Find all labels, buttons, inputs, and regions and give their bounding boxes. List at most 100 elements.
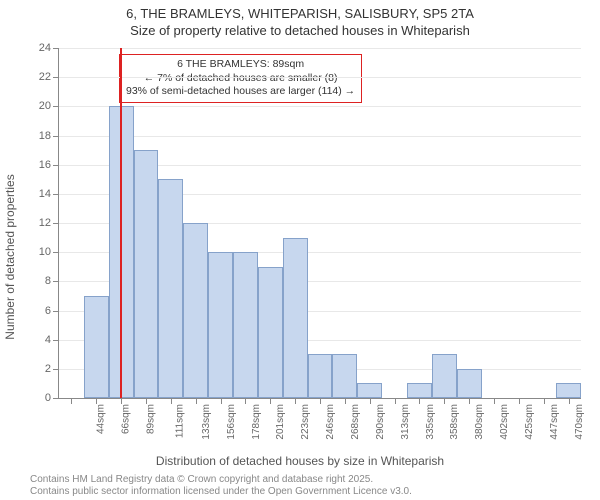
histogram-bar (258, 267, 283, 398)
histogram-bar (457, 369, 482, 398)
x-tick-label: 111sqm (175, 404, 186, 438)
x-tick (245, 398, 246, 404)
histogram-bar (357, 383, 382, 398)
x-tick-label: 425sqm (524, 404, 535, 440)
histogram-bar (283, 238, 308, 398)
histogram-bar (183, 223, 208, 398)
histogram-bar (233, 252, 258, 398)
histogram-bar (308, 354, 333, 398)
x-tick-label: 358sqm (450, 404, 461, 440)
x-tick (196, 398, 197, 404)
y-tick-label: 16 (39, 159, 51, 171)
x-tick (295, 398, 296, 404)
y-tick (53, 340, 59, 341)
x-tick (569, 398, 570, 404)
x-tick-label: 133sqm (201, 404, 212, 440)
x-tick-label: 89sqm (146, 404, 157, 434)
x-tick-label: 223sqm (300, 404, 311, 440)
chart-title-line2: Size of property relative to detached ho… (0, 21, 600, 38)
x-tick-label: 44sqm (96, 404, 107, 434)
y-tick-label: 4 (45, 334, 51, 346)
x-tick (71, 398, 72, 404)
x-tick-label: 268sqm (350, 404, 361, 440)
y-tick (53, 369, 59, 370)
histogram-bar (407, 383, 432, 398)
y-tick-label: 10 (39, 246, 51, 258)
y-tick (53, 252, 59, 253)
y-tick-label: 14 (39, 188, 51, 200)
x-tick-label: 290sqm (375, 404, 386, 440)
histogram-bar (84, 296, 109, 398)
y-tick-label: 24 (39, 42, 51, 54)
x-tick (469, 398, 470, 404)
x-tick-label: 402sqm (499, 404, 510, 440)
histogram-bar (556, 383, 581, 398)
x-tick-label: 246sqm (325, 404, 336, 440)
annotation-line2: ← 7% of detached houses are smaller (8) (126, 72, 355, 86)
y-tick (53, 106, 59, 107)
y-tick-label: 20 (39, 100, 51, 112)
y-tick-label: 18 (39, 130, 51, 142)
y-tick (53, 398, 59, 399)
x-tick-label: 313sqm (400, 404, 411, 440)
x-tick-label: 447sqm (549, 404, 560, 440)
x-tick-label: 470sqm (574, 404, 585, 440)
gridline (59, 136, 581, 137)
x-tick (519, 398, 520, 404)
y-tick (53, 77, 59, 78)
y-axis-label: Number of detached properties (3, 174, 17, 339)
x-tick (270, 398, 271, 404)
x-tick (146, 398, 147, 404)
x-tick (221, 398, 222, 404)
y-tick (53, 223, 59, 224)
chart-title-line1: 6, THE BRAMLEYS, WHITEPARISH, SALISBURY,… (0, 0, 600, 21)
x-axis-label: Distribution of detached houses by size … (0, 454, 600, 468)
y-tick-label: 6 (45, 305, 51, 317)
x-tick (395, 398, 396, 404)
y-tick-label: 12 (39, 217, 51, 229)
y-tick-label: 0 (45, 392, 51, 404)
x-tick-label: 156sqm (226, 404, 237, 440)
footer-line2: Contains public sector information licen… (30, 486, 412, 498)
chart-footer: Contains HM Land Registry data © Crown c… (30, 474, 412, 498)
plot-area: 6 THE BRAMLEYS: 89sqm ← 7% of detached h… (58, 48, 581, 399)
gridline (59, 48, 581, 49)
x-tick-label: 380sqm (474, 404, 485, 440)
y-tick (53, 281, 59, 282)
x-tick (494, 398, 495, 404)
y-tick (53, 194, 59, 195)
y-tick (53, 136, 59, 137)
x-tick (419, 398, 420, 404)
y-tick (53, 311, 59, 312)
chart-container: 6, THE BRAMLEYS, WHITEPARISH, SALISBURY,… (0, 0, 600, 500)
x-tick (320, 398, 321, 404)
histogram-bar (134, 150, 159, 398)
x-tick (444, 398, 445, 404)
x-tick (121, 398, 122, 404)
x-tick (370, 398, 371, 404)
y-tick-label: 8 (45, 275, 51, 287)
annotation-line3: 93% of semi-detached houses are larger (… (126, 85, 355, 99)
x-tick-label: 335sqm (425, 404, 436, 440)
annotation-line1: 6 THE BRAMLEYS: 89sqm (126, 58, 355, 72)
x-tick (345, 398, 346, 404)
y-tick-label: 22 (39, 71, 51, 83)
x-tick-label: 201sqm (276, 404, 287, 440)
x-tick-label: 178sqm (251, 404, 262, 440)
gridline (59, 77, 581, 78)
reference-line (120, 48, 122, 398)
x-tick (96, 398, 97, 404)
histogram-bar (208, 252, 233, 398)
y-tick (53, 165, 59, 166)
x-tick-label: 66sqm (121, 404, 132, 434)
histogram-bar (332, 354, 357, 398)
x-tick (171, 398, 172, 404)
y-tick-label: 2 (45, 363, 51, 375)
histogram-bar (432, 354, 457, 398)
histogram-bar (158, 179, 183, 398)
x-tick (544, 398, 545, 404)
y-tick (53, 48, 59, 49)
footer-line1: Contains HM Land Registry data © Crown c… (30, 474, 412, 486)
annotation-box: 6 THE BRAMLEYS: 89sqm ← 7% of detached h… (119, 54, 362, 103)
gridline (59, 106, 581, 107)
